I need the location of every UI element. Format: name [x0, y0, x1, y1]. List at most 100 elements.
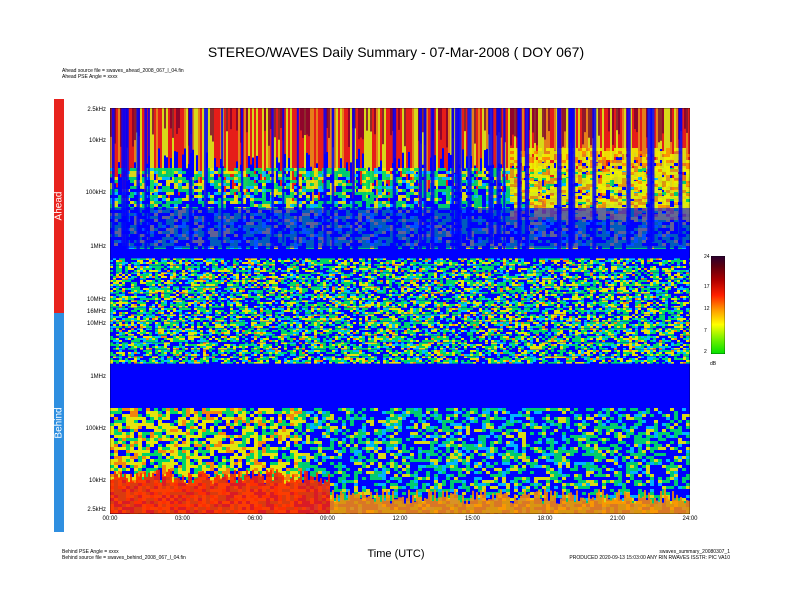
spectrogram-cell	[482, 168, 486, 171]
spectrogram-column	[302, 108, 304, 138]
spectrogram-column	[382, 108, 384, 145]
spectrogram-cell	[434, 174, 438, 177]
spectrogram-cell	[293, 268, 296, 270]
spectrogram-cell	[606, 169, 610, 172]
spectrogram-cell	[641, 266, 644, 268]
spectrogram-cell	[174, 186, 178, 189]
spectrogram-cell	[674, 157, 678, 160]
spectrogram-cell	[346, 171, 350, 174]
spectrogram-cell	[114, 198, 118, 201]
spectrogram-cell	[548, 274, 551, 276]
spectrogram-cell	[194, 266, 197, 268]
spectrogram-cell	[478, 186, 482, 189]
spectrogram-cell	[642, 202, 646, 205]
spectrogram-cell	[671, 262, 674, 264]
spectrogram-cell	[365, 262, 368, 264]
spectrogram-cell	[611, 272, 614, 274]
spectrogram-cell	[390, 168, 394, 171]
spectrogram-cell	[614, 196, 618, 199]
spectrogram-cell	[389, 268, 392, 270]
spectrogram-cell	[622, 184, 626, 187]
spectrogram-cell	[198, 174, 202, 177]
spectrogram-cell	[506, 260, 509, 262]
spectrogram-cell	[482, 174, 486, 177]
spectrogram-cell	[366, 180, 370, 183]
spectrogram-cell	[642, 181, 646, 184]
spectrogram-cell	[510, 181, 514, 184]
spectrogram-column	[268, 108, 270, 146]
spectrogram-cell	[506, 183, 510, 186]
spectrogram-cell	[542, 258, 545, 260]
spectrogram-cell	[274, 168, 278, 171]
spectrogram-cell	[296, 262, 299, 264]
spectrogram-cell	[110, 260, 113, 262]
spectrogram-cell	[485, 262, 488, 264]
spectrogram-cell	[326, 258, 329, 260]
spectrogram-cell	[158, 268, 161, 270]
spectrogram-column	[414, 108, 416, 183]
spectrogram-cell	[170, 274, 173, 276]
spectrogram-column	[616, 108, 618, 157]
spectrogram-column	[686, 108, 688, 207]
spectrogram-cell	[362, 192, 366, 195]
spectrogram-cell	[666, 169, 670, 172]
spectrogram-cell	[538, 187, 542, 190]
spectrogram-cell	[509, 266, 512, 268]
spectrogram-cell	[342, 186, 346, 189]
spectrogram-cell	[386, 195, 390, 198]
spectrogram-cell	[550, 169, 554, 172]
spectrogram-cell	[290, 272, 293, 274]
spectrogram-column	[134, 108, 136, 141]
spectrogram-cell	[318, 180, 322, 183]
spectrogram-cell	[653, 274, 656, 276]
spectrogram-cell	[383, 272, 386, 274]
spectrogram-cell	[128, 274, 131, 276]
spectrogram-cell	[462, 174, 466, 177]
spectrogram-cell	[682, 190, 686, 193]
spectrogram-cell	[137, 262, 140, 264]
spectrogram-cell	[538, 148, 542, 151]
spectrogram-cell	[503, 258, 506, 260]
spectrogram-cell	[118, 168, 122, 171]
spectrogram-cell	[236, 262, 239, 264]
spectrogram-cell	[212, 274, 215, 276]
spectrogram-cell	[630, 205, 634, 208]
spectrogram-column	[672, 108, 674, 197]
spectrogram-cell	[164, 262, 167, 264]
spectrogram-cell	[368, 260, 371, 262]
spectrogram-cell	[342, 204, 346, 207]
spectrogram-cell	[461, 260, 464, 262]
spectrogram-cell	[178, 174, 182, 177]
spectrogram-cell	[614, 175, 618, 178]
spectrogram-cell	[326, 266, 329, 268]
spectrogram-cell	[666, 181, 670, 184]
spectrogram-cell	[622, 192, 626, 195]
spectrogram-cell	[242, 186, 246, 189]
spectrogram-column	[136, 108, 140, 251]
spectrogram-cell	[248, 274, 251, 276]
spectrogram-cell	[114, 192, 118, 195]
spectrogram-cell	[491, 266, 494, 268]
spectrogram-cell	[578, 205, 582, 208]
spectrogram-cell	[209, 258, 212, 260]
spectrogram-cell	[566, 272, 569, 274]
spectrogram-cell	[366, 177, 370, 180]
spectrogram-cell	[530, 181, 534, 184]
spectrogram-cell	[533, 272, 536, 274]
spectrogram-cell	[630, 178, 634, 181]
spectrogram-cell	[342, 189, 346, 192]
spectrogram-cell	[610, 187, 614, 190]
spectrogram-column	[398, 108, 400, 159]
spectrogram-cell	[674, 266, 677, 268]
spectrogram-cell	[551, 270, 554, 272]
spectrogram-cell	[161, 258, 164, 260]
spectrogram-cell	[614, 166, 618, 169]
spectrogram-cell	[236, 272, 239, 274]
spectrogram-cell	[546, 199, 550, 202]
spectrogram-cell	[634, 163, 638, 166]
spectrogram-cell	[534, 196, 538, 199]
spectrogram-cell	[614, 187, 618, 190]
spectrogram-column	[186, 108, 188, 169]
spectrogram-cell	[584, 266, 587, 268]
spectrogram-cell	[674, 260, 677, 262]
